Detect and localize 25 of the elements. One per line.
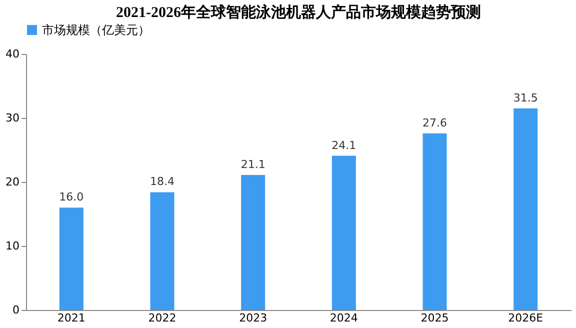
bar xyxy=(241,174,266,310)
y-tick-label: 20 xyxy=(6,176,20,188)
x-tick-label: 2023 xyxy=(239,312,268,324)
data-label: 18.4 xyxy=(150,175,174,188)
data-label: 31.5 xyxy=(513,91,538,104)
y-tick-label: 0 xyxy=(12,304,20,316)
y-tick-label: 30 xyxy=(6,112,20,124)
bar xyxy=(59,208,84,310)
bar xyxy=(422,133,447,310)
x-tick-label: 2026E xyxy=(508,312,544,324)
y-tick-label: 40 xyxy=(6,48,20,60)
data-label: 16.0 xyxy=(59,190,84,204)
data-label: 24.1 xyxy=(332,138,356,152)
chart-title: 2021-2026年全球智能泳池机器人产品市场规模趋势预测 xyxy=(116,3,481,21)
x-tick-label: 2024 xyxy=(330,312,358,324)
bar xyxy=(514,108,538,310)
bar xyxy=(332,156,356,310)
data-label: 27.6 xyxy=(422,116,447,130)
x-tick-label: 2022 xyxy=(148,312,176,324)
x-tick-label: 2025 xyxy=(420,312,449,324)
bar xyxy=(150,192,174,310)
data-label: 21.1 xyxy=(240,158,266,171)
x-tick-label: 2021 xyxy=(57,312,86,324)
legend-label: 市场规模（亿美元） xyxy=(42,23,150,37)
y-tick-label: 10 xyxy=(6,240,20,252)
